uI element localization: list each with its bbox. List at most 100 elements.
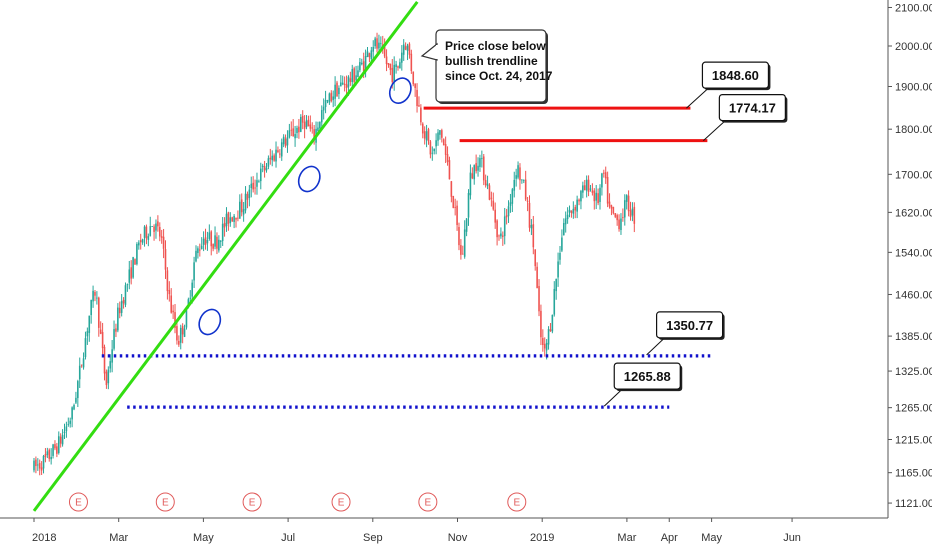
candle-body <box>490 197 493 199</box>
y-tick-label: 1900.00 <box>895 82 932 94</box>
resistance-level-label: 1774.17 <box>729 101 776 116</box>
candle-body <box>151 226 153 227</box>
candle-body <box>543 343 546 349</box>
earnings-marker[interactable] <box>242 492 262 512</box>
candle-body <box>441 130 443 138</box>
candle-body <box>90 299 92 316</box>
candle-body <box>273 155 275 161</box>
candle-body <box>606 177 609 204</box>
x-axis-background <box>0 518 932 550</box>
candle-body <box>50 456 52 460</box>
candle-body <box>343 83 346 85</box>
candle-body <box>218 239 220 251</box>
candle-body <box>288 130 291 138</box>
candle-body <box>414 83 416 88</box>
candle-body <box>37 464 39 466</box>
candle-body <box>601 173 603 188</box>
candle-body <box>155 223 157 231</box>
candle-body <box>164 249 167 270</box>
candle-body <box>193 262 195 281</box>
candle-body <box>330 92 333 102</box>
candle-body <box>286 137 289 146</box>
candle-body <box>553 288 556 315</box>
candle-body <box>408 43 411 55</box>
candle-body <box>625 195 628 202</box>
earnings-marker[interactable] <box>68 492 88 512</box>
candle-body <box>252 182 254 190</box>
candle-body <box>126 284 129 286</box>
candle-body <box>282 136 285 145</box>
support-level-label: 1265.88 <box>624 369 671 384</box>
candle-body <box>73 404 75 410</box>
candle-body <box>566 214 569 220</box>
candle-body <box>513 179 516 191</box>
candle-body <box>212 244 214 249</box>
candle-body <box>492 200 495 210</box>
candle-body <box>444 144 447 155</box>
resistance-level-label: 1848.60 <box>712 68 759 83</box>
candle-body <box>240 199 243 213</box>
candle-body <box>505 215 508 218</box>
candle-body <box>147 236 150 240</box>
candle-body <box>389 63 392 70</box>
level-box <box>613 362 681 390</box>
candle-body <box>583 185 586 191</box>
candle-body <box>279 153 281 155</box>
candle-body <box>418 105 420 107</box>
candle-body <box>589 188 592 190</box>
candle-body <box>387 63 390 66</box>
candle-body <box>479 158 481 167</box>
candle-body <box>376 38 378 49</box>
candle-body <box>65 426 68 432</box>
candle-body <box>158 226 161 237</box>
candle-body <box>233 215 235 222</box>
candle-body <box>360 62 363 65</box>
earnings-marker[interactable] <box>507 492 527 512</box>
candle-body <box>109 361 112 369</box>
candle-body <box>313 129 315 141</box>
candle-body <box>88 315 91 333</box>
earnings-marker-label: E <box>249 498 256 509</box>
candle-body <box>362 61 365 72</box>
candle-body <box>412 71 415 85</box>
candle-body <box>393 64 395 82</box>
candle-body <box>258 181 260 183</box>
x-tick-label: Sep <box>363 532 383 544</box>
callout-box <box>435 29 547 103</box>
candle-body <box>322 106 325 111</box>
earnings-marker-label: E <box>338 498 345 509</box>
y-tick-label: 1265.00 <box>895 403 932 415</box>
candle-body <box>307 119 310 127</box>
level-pointer <box>603 388 623 407</box>
callout-line: since Oct. 24, 2017 <box>445 69 553 83</box>
earnings-marker[interactable] <box>418 492 438 512</box>
candle-body <box>338 87 340 95</box>
candle-body <box>484 180 487 186</box>
candle-body <box>473 165 476 180</box>
candle-body <box>75 397 77 403</box>
candle-body <box>391 67 394 83</box>
candle-body <box>267 158 270 167</box>
candle-body <box>271 155 274 161</box>
candle-body <box>530 224 533 229</box>
level-box <box>701 61 770 89</box>
candle-body <box>86 331 89 337</box>
candle-body <box>620 218 622 230</box>
candle-body <box>463 229 466 257</box>
candle-body <box>202 238 205 245</box>
candle-body <box>216 236 218 249</box>
candle-body <box>595 192 597 201</box>
candle-body <box>157 221 159 227</box>
candle-body <box>115 328 117 332</box>
candle-body <box>195 250 197 262</box>
earnings-marker[interactable] <box>331 492 351 512</box>
candle-body <box>353 68 355 82</box>
candle-body <box>555 279 557 292</box>
earnings-marker[interactable] <box>155 492 175 512</box>
candle-body <box>562 223 565 236</box>
trendline-touch-circle <box>297 165 321 193</box>
candle-body <box>170 295 173 313</box>
candle-body <box>450 181 453 197</box>
candle-body <box>300 117 302 132</box>
candle-body <box>181 326 184 335</box>
